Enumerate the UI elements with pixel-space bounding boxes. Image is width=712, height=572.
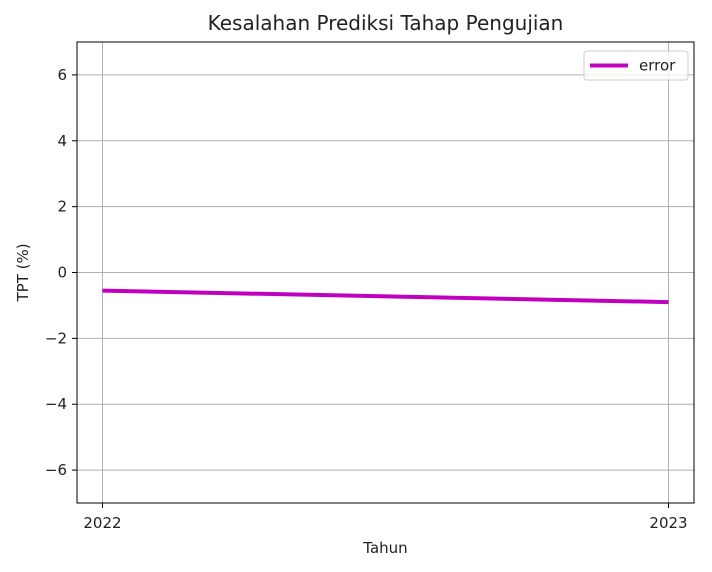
series-line-error [102, 288, 669, 305]
legend: error [583, 50, 689, 81]
x-axis-title: Tahun [362, 539, 407, 557]
x-tick-label: 2022 [83, 514, 121, 532]
y-tick-label: 6 [57, 66, 67, 84]
x-tick-label: 2023 [649, 514, 687, 532]
series-layer [102, 288, 669, 305]
legend-box [583, 50, 689, 81]
y-tick-label: 4 [57, 132, 67, 150]
legend-label-error: error [639, 57, 676, 75]
y-tick-label: 0 [57, 264, 67, 282]
y-axis-title: TPT (%) [14, 243, 32, 302]
y-tick-label: −2 [45, 329, 67, 347]
y-tick-label: −4 [45, 395, 67, 413]
chart-title: Kesalahan Prediksi Tahap Pengujian [208, 11, 564, 35]
ticks-layer: −6 −4 −2 0 2 4 6 2022 2023 [45, 66, 688, 532]
y-tick-label: −6 [45, 461, 67, 479]
y-tick-label: 2 [57, 198, 67, 216]
grid-layer [77, 42, 694, 503]
